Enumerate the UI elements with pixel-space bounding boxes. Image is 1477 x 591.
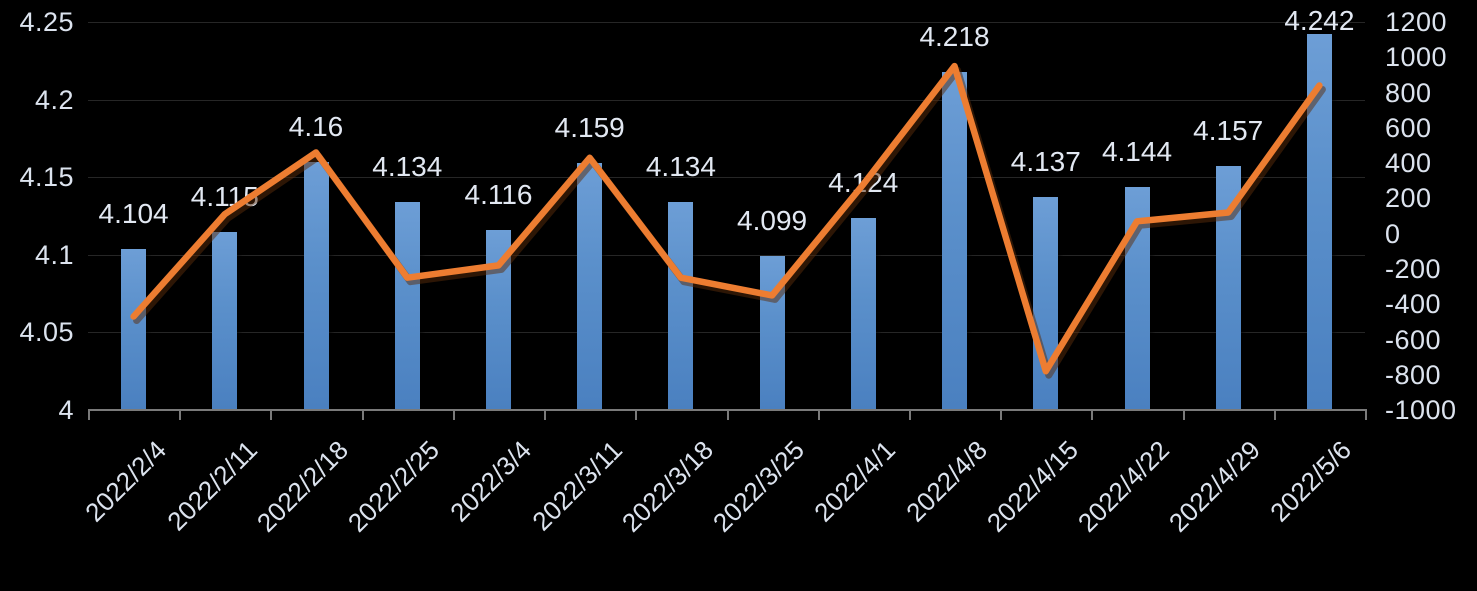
right-axis-tick-label: 0: [1385, 218, 1401, 249]
gridline: [88, 177, 1365, 179]
right-axis-tick-label: 1000: [1385, 42, 1448, 73]
right-axis-tick-label: -400: [1385, 289, 1442, 320]
x-axis-tick: [1273, 411, 1276, 420]
x-axis-tick: [726, 411, 729, 420]
x-axis-tick: [270, 411, 273, 420]
gridline: [88, 332, 1365, 334]
bar: [850, 217, 876, 410]
line-series-path: [130, 62, 1323, 375]
bar-data-label: 4.134: [372, 151, 443, 182]
left-axis-tick-label: 4.1: [34, 239, 74, 270]
left-axis-tick-label: 4.25: [19, 7, 74, 37]
x-axis-tick: [1182, 411, 1185, 420]
right-axis-tick-label: 1200: [1385, 7, 1448, 37]
bar-data-label: 4.242: [1284, 5, 1355, 36]
x-axis-tick: [635, 411, 638, 420]
bar: [121, 248, 147, 410]
right-axis-tick-label: 200: [1385, 183, 1432, 214]
right-axis-tick-label: -800: [1385, 359, 1442, 390]
left-axis-tick-label: 4.2: [34, 84, 74, 115]
x-axis-tick: [817, 411, 820, 420]
x-axis-tick: [1365, 411, 1367, 420]
left-axis-tick-label: 4.15: [19, 162, 74, 193]
x-axis-tick: [452, 411, 455, 420]
bar: [394, 202, 420, 410]
left-axis-tick-label: 4: [58, 395, 74, 425]
bar-data-label: 4.137: [1010, 146, 1081, 178]
bar-data-label: 4.159: [554, 112, 625, 144]
bar: [942, 71, 967, 410]
bar-data-label: 4.157: [1193, 115, 1264, 147]
bar-data-label: 4.134: [645, 151, 716, 182]
right-axis-tick-label: -1000: [1385, 395, 1457, 425]
right-axis-tick-label: -600: [1385, 324, 1442, 355]
x-axis-tick: [88, 411, 90, 420]
x-axis-tick: [1091, 411, 1094, 420]
x-axis-tick: [179, 411, 182, 420]
right-axis-tick-label: 800: [1385, 77, 1432, 108]
bar-data-label: 4.218: [919, 20, 990, 52]
bar: [303, 161, 329, 410]
bar-data-label: 4.16: [288, 110, 344, 142]
bar: [668, 202, 694, 410]
x-axis-line: [88, 409, 1367, 411]
right-axis-tick-label: 600: [1385, 112, 1432, 143]
bar-data-label: 4.116: [464, 179, 533, 210]
x-axis-tick: [544, 411, 547, 420]
bar: [212, 231, 238, 410]
gridline: [88, 99, 1365, 101]
gridline: [88, 22, 1365, 23]
bar-data-label: 4.144: [1101, 135, 1173, 167]
x-axis-tick: [1000, 411, 1003, 420]
right-axis-tick-label: 400: [1385, 148, 1432, 179]
bar: [577, 163, 603, 410]
right-axis-tick-label: -200: [1385, 253, 1442, 284]
x-axis-tick: [908, 411, 911, 420]
gridline: [88, 254, 1365, 256]
bar-data-label: 4.099: [737, 205, 808, 237]
bar-data-label: 4.104: [98, 197, 169, 229]
left-axis-tick-label: 4.05: [19, 317, 74, 348]
x-axis-tick: [361, 411, 364, 420]
